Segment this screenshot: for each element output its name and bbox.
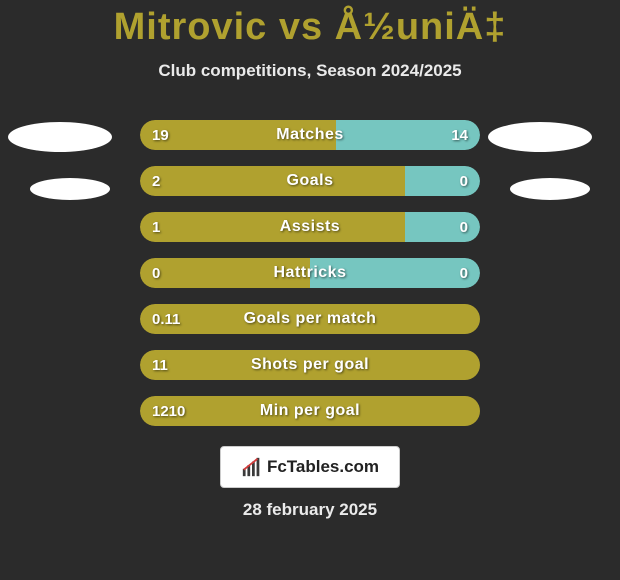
stat-row: Goals per match0.11 — [140, 304, 480, 334]
stat-row: Hattricks0 0 — [140, 258, 480, 288]
stat-row: Min per goal1210 — [140, 396, 480, 426]
player2-avatar — [488, 122, 592, 152]
stat-value-player1: 19 — [152, 120, 169, 150]
stat-value-player1: 0 — [152, 258, 160, 288]
stats-bars: Matches1914Goals20Assists10Hattricks00Go… — [140, 120, 480, 442]
date-text: 28 february 2025 — [0, 500, 620, 520]
logo-text: FcTables.com — [267, 457, 379, 477]
player2-club-badge — [510, 178, 590, 200]
player1-avatar — [8, 122, 112, 152]
stat-value-player1: 2 — [152, 166, 160, 196]
stat-value-player2: 0 — [460, 166, 468, 196]
stat-row: Assists1 0 — [140, 212, 480, 242]
stat-label: Goals — [140, 166, 480, 196]
player1-club-badge — [30, 178, 110, 200]
stat-label: Min per goal — [140, 396, 480, 426]
stat-value-player1: 0.11 — [152, 304, 180, 334]
stat-row: Matches19 14 — [140, 120, 480, 150]
stat-label: Hattricks — [140, 258, 480, 288]
stat-label: Assists — [140, 212, 480, 242]
fctables-logo: FcTables.com — [220, 446, 400, 488]
stat-label: Shots per goal — [140, 350, 480, 380]
stat-value-player1: 1210 — [152, 396, 185, 426]
comparison-infographic: Mitrovic vs Å½uniÄ‡ Club competitions, S… — [0, 0, 620, 580]
stat-label: Matches — [140, 120, 480, 150]
stat-row: Shots per goal11 — [140, 350, 480, 380]
stat-row: Goals2 0 — [140, 166, 480, 196]
page-subtitle: Club competitions, Season 2024/2025 — [0, 61, 620, 81]
page-title: Mitrovic vs Å½uniÄ‡ — [0, 0, 620, 49]
stat-value-player2: 0 — [460, 258, 468, 288]
stat-label: Goals per match — [140, 304, 480, 334]
stat-value-player2: 14 — [451, 120, 468, 150]
stat-value-player1: 11 — [152, 350, 168, 380]
bar-chart-icon — [241, 456, 263, 478]
stat-value-player1: 1 — [152, 212, 160, 242]
stat-value-player2: 0 — [460, 212, 468, 242]
